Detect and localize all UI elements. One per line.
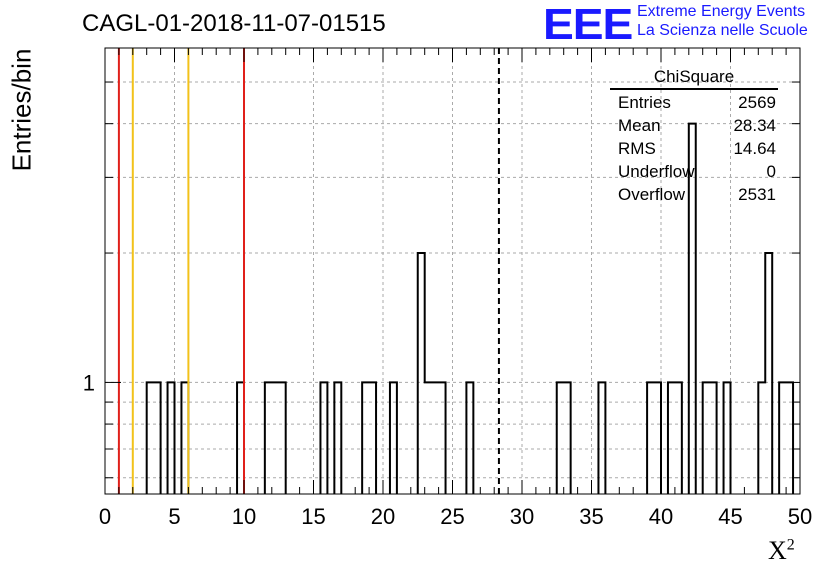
histogram-bin xyxy=(369,382,376,494)
stats-value: 2531 xyxy=(738,185,776,204)
histogram-bin xyxy=(557,382,564,494)
histogram-bin xyxy=(334,382,341,494)
histogram-bin xyxy=(703,382,710,494)
histogram-bin xyxy=(564,382,571,494)
histogram-bin xyxy=(765,253,772,494)
histogram-bin xyxy=(647,382,654,494)
histogram-bin xyxy=(320,382,327,494)
stats-title: ChiSquare xyxy=(610,66,778,90)
x-axis-label-base: X xyxy=(768,536,787,565)
stats-row-rms: RMS 14.64 xyxy=(610,137,778,160)
x-tick-label: 30 xyxy=(510,504,534,529)
histogram-bin xyxy=(466,382,473,494)
x-axis-label: X2 xyxy=(768,536,795,566)
histogram-bin xyxy=(779,382,786,494)
histogram-bin xyxy=(279,382,286,494)
x-tick-label: 35 xyxy=(579,504,603,529)
histogram-bin xyxy=(181,382,188,494)
x-tick-label: 10 xyxy=(232,504,256,529)
stats-value: 0 xyxy=(766,162,776,181)
histogram-bin xyxy=(237,382,244,494)
x-tick-label: 5 xyxy=(168,504,180,529)
stats-row-entries: Entries 2569 xyxy=(610,91,778,114)
histogram-bin xyxy=(265,382,272,494)
histogram-series xyxy=(145,122,795,494)
stats-label: Overflow xyxy=(618,185,686,204)
histogram-bin xyxy=(362,382,369,494)
x-tick-label: 25 xyxy=(440,504,464,529)
histogram-bin xyxy=(418,253,425,494)
x-tick-label: 20 xyxy=(371,504,395,529)
y-axis-label: Entries/bin xyxy=(6,48,37,172)
histogram-bin xyxy=(147,382,154,494)
histogram-bin xyxy=(724,382,731,494)
stats-box: ChiSquare Entries 2569 Mean 28.34 RMS 14.64… xyxy=(610,66,778,206)
x-tick-label: 40 xyxy=(649,504,673,529)
stats-label: RMS xyxy=(618,139,656,158)
stats-row-overflow: Overflow 2531 xyxy=(610,183,778,206)
stats-value: 2569 xyxy=(738,93,776,112)
histogram-bin xyxy=(668,382,675,494)
y-tick-label: 1 xyxy=(83,370,95,395)
stats-row-underflow: Underflow 0 xyxy=(610,160,778,183)
histogram-bin xyxy=(439,382,446,494)
histogram-bin xyxy=(654,382,661,494)
logo-subtitle-1: Extreme Energy Events xyxy=(637,3,806,20)
x-tick-label: 45 xyxy=(718,504,742,529)
histogram-bin xyxy=(710,382,717,494)
histogram-bin xyxy=(425,382,432,494)
stats-label: Underflow xyxy=(618,162,695,181)
histogram-bin xyxy=(272,382,279,494)
stats-value: 28.34 xyxy=(733,116,776,135)
stats-label: Entries xyxy=(618,93,671,112)
eee-logo: EEE xyxy=(543,0,633,49)
histogram-bin xyxy=(168,382,175,494)
stats-label: Mean xyxy=(618,116,661,135)
histogram-bin xyxy=(432,382,439,494)
stats-value: 14.64 xyxy=(733,139,776,158)
x-tick-label: 0 xyxy=(99,504,111,529)
histogram-bin xyxy=(390,382,397,494)
histogram-bin xyxy=(598,382,605,494)
logo-subtitle-2: La Scienza nelle Scuole xyxy=(637,22,808,39)
histogram-bin xyxy=(154,382,161,494)
x-tick-label: 50 xyxy=(788,504,812,529)
chart-title: CAGL-01-2018-11-07-01515 xyxy=(82,10,386,37)
histogram-bin xyxy=(675,382,682,494)
x-tick-label: 15 xyxy=(301,504,325,529)
histogram-bin xyxy=(758,382,765,494)
x-axis-label-superscript: 2 xyxy=(786,536,795,554)
stats-row-mean: Mean 28.34 xyxy=(610,114,778,137)
